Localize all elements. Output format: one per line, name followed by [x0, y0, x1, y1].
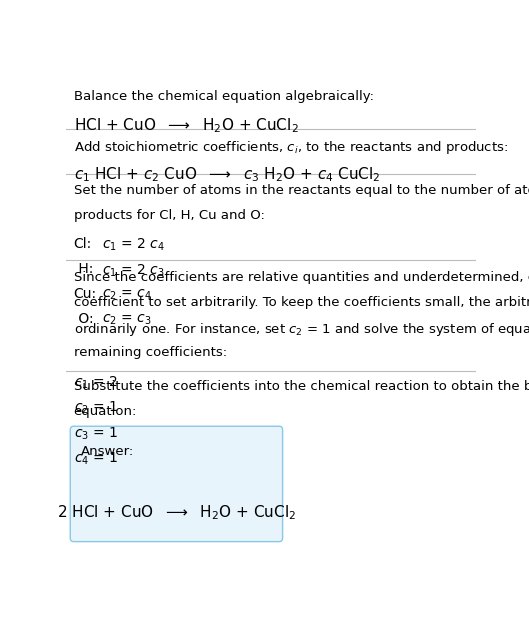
Text: O:: O:: [74, 312, 93, 327]
Text: $c_2$ = $c_3$: $c_2$ = $c_3$: [102, 312, 152, 327]
Text: $c_2$ = 1: $c_2$ = 1: [74, 400, 118, 416]
Text: $c_1$ = 2: $c_1$ = 2: [74, 375, 117, 391]
Text: $c_1$ HCl + $c_2$ CuO  $\longrightarrow$  $c_3$ H$_2$O + $c_4$ CuCl$_2$: $c_1$ HCl + $c_2$ CuO $\longrightarrow$ …: [74, 166, 380, 184]
Text: coefficient to set arbitrarily. To keep the coefficients small, the arbitrary va: coefficient to set arbitrarily. To keep …: [74, 296, 529, 309]
Text: Add stoichiometric coefficients, $c_i$, to the reactants and products:: Add stoichiometric coefficients, $c_i$, …: [74, 139, 508, 156]
Text: $c_3$ = 1: $c_3$ = 1: [74, 425, 118, 441]
FancyBboxPatch shape: [70, 426, 282, 542]
Text: Substitute the coefficients into the chemical reaction to obtain the balanced: Substitute the coefficients into the che…: [74, 381, 529, 393]
Text: $c_1$ = 2 $c_4$: $c_1$ = 2 $c_4$: [102, 237, 165, 253]
Text: equation:: equation:: [74, 406, 137, 418]
Text: $c_1$ = 2 $c_3$: $c_1$ = 2 $c_3$: [102, 262, 165, 278]
Text: $c_4$ = 1: $c_4$ = 1: [74, 450, 118, 466]
Text: Cu:: Cu:: [74, 287, 97, 302]
Text: products for Cl, H, Cu and O:: products for Cl, H, Cu and O:: [74, 209, 264, 223]
Text: HCl + CuO  $\longrightarrow$  H$_2$O + CuCl$_2$: HCl + CuO $\longrightarrow$ H$_2$O + CuC…: [74, 116, 298, 135]
Text: Balance the chemical equation algebraically:: Balance the chemical equation algebraica…: [74, 90, 373, 103]
Text: remaining coefficients:: remaining coefficients:: [74, 346, 226, 359]
Text: ordinarily one. For instance, set $c_2$ = 1 and solve the system of equations fo: ordinarily one. For instance, set $c_2$ …: [74, 321, 529, 338]
Text: 2 HCl + CuO  $\longrightarrow$  H$_2$O + CuCl$_2$: 2 HCl + CuO $\longrightarrow$ H$_2$O + C…: [57, 503, 296, 522]
Text: H:: H:: [74, 262, 93, 276]
Text: Since the coefficients are relative quantities and underdetermined, choose a: Since the coefficients are relative quan…: [74, 271, 529, 284]
Text: Cl:: Cl:: [74, 237, 92, 251]
Text: Answer:: Answer:: [81, 445, 134, 458]
Text: $c_2$ = $c_4$: $c_2$ = $c_4$: [102, 287, 152, 302]
Text: Set the number of atoms in the reactants equal to the number of atoms in the: Set the number of atoms in the reactants…: [74, 184, 529, 198]
